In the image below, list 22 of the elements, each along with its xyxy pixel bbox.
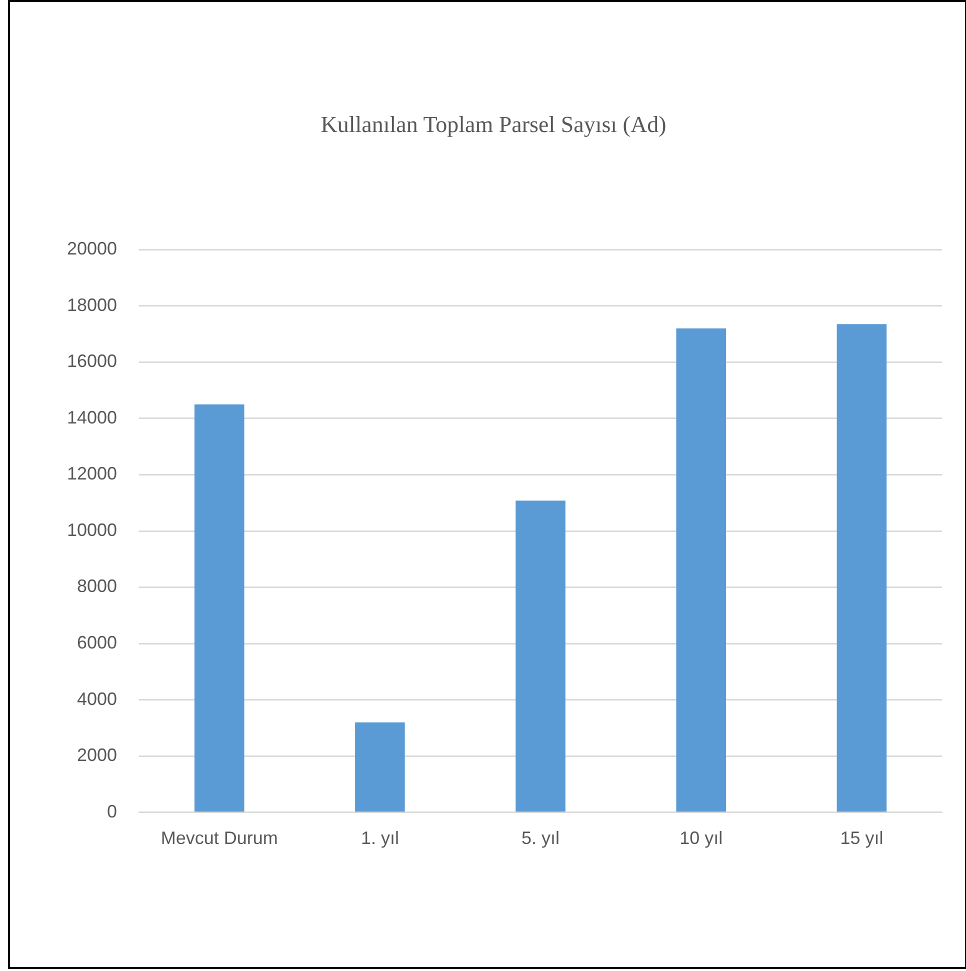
x-tick-label: 15 yıl [840, 828, 884, 848]
y-tick-label: 18000 [66, 294, 118, 315]
y-tick-label: 20000 [66, 238, 118, 259]
bar [836, 324, 887, 812]
y-tick-label: 14000 [66, 407, 118, 428]
y-tick-label: 4000 [77, 688, 118, 709]
y-tick-label: 10000 [66, 520, 118, 540]
x-tick-label: Mevcut Durum [160, 828, 278, 848]
bar [355, 722, 405, 812]
y-tick-label: 16000 [66, 351, 118, 372]
bar [516, 500, 566, 812]
y-tick-label: 6000 [77, 632, 118, 653]
chart-title: Kullanılan Toplam Parsel Sayısı (Ad) [320, 112, 666, 137]
x-tick-label: 5. yıl [522, 828, 560, 848]
x-tick-label: 1. yıl [360, 828, 399, 848]
bar [676, 328, 726, 812]
bar [194, 404, 244, 812]
y-tick-label: 12000 [66, 464, 118, 484]
x-tick-label: 10 yıl [680, 828, 723, 848]
y-tick-label: 0 [107, 801, 118, 822]
y-tick-label: 8000 [77, 576, 118, 596]
y-tick-label: 2000 [77, 745, 118, 766]
